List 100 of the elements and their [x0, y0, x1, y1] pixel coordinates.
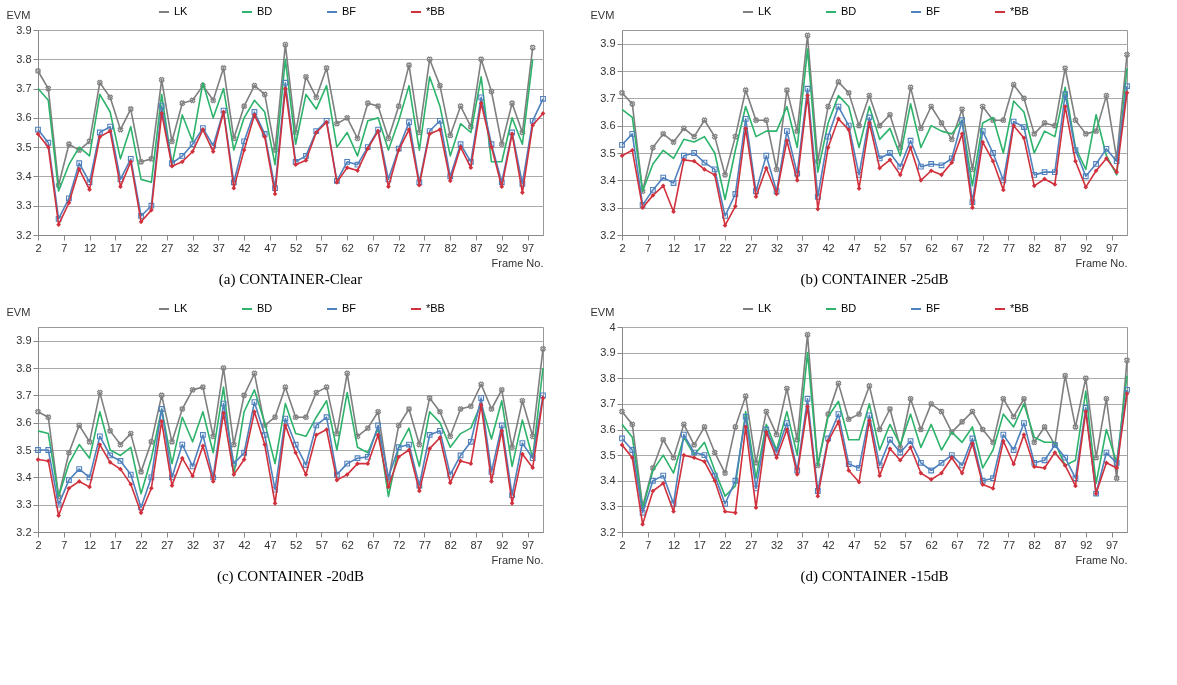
x-tick-label: 47: [264, 538, 277, 551]
legend-label: LK: [758, 302, 773, 314]
y-axis-title: EVM: [6, 8, 31, 21]
x-tick-label: 37: [212, 538, 225, 551]
legend-label: LK: [174, 5, 189, 17]
x-tick-label: 52: [874, 241, 887, 254]
x-tick-label: 37: [212, 241, 225, 254]
x-tick-label: 57: [899, 241, 913, 254]
x-tick-label: 97: [521, 241, 535, 254]
y-tick-label: 3.5: [600, 146, 616, 159]
y-tick-label: 3.7: [600, 397, 616, 410]
x-tick-label: 17: [109, 538, 122, 551]
x-tick-label: 87: [1054, 538, 1067, 551]
y-tick-label: 3.3: [16, 498, 32, 511]
y-tick-label: 4: [609, 320, 616, 333]
x-tick-label: 17: [693, 538, 706, 551]
y-tick-label: 3.5: [16, 140, 32, 153]
y-tick-label: 3.9: [16, 334, 32, 347]
x-tick-label: 92: [496, 241, 509, 254]
x-tick-label: 7: [61, 241, 68, 254]
x-tick-label: 77: [1002, 241, 1016, 254]
x-tick-label: 67: [951, 241, 964, 254]
y-tick-label: 3.4: [16, 169, 32, 182]
y-tick-label: 3.2: [16, 525, 32, 538]
x-tick-label: 87: [470, 538, 483, 551]
x-tick-label: 92: [1080, 241, 1093, 254]
x-tick-label: 72: [977, 241, 990, 254]
x-tick-label: 82: [444, 538, 457, 551]
x-tick-label: 82: [1028, 538, 1041, 551]
x-tick-label: 32: [770, 538, 784, 551]
x-tick-label: 22: [719, 538, 732, 551]
x-tick-label: 82: [1028, 241, 1041, 254]
x-tick-label: 97: [1105, 241, 1119, 254]
y-axis-title: EVM: [6, 305, 31, 318]
legend-label: *BB: [426, 302, 445, 314]
legend-label: BF: [926, 302, 941, 314]
legend-label: BF: [342, 302, 357, 314]
y-tick-label: 3.8: [16, 361, 32, 374]
legend-label: LK: [174, 302, 189, 314]
x-tick-label: 62: [341, 241, 354, 254]
x-tick-label: 72: [393, 241, 406, 254]
x-tick-label: 42: [238, 241, 251, 254]
y-tick-label: 3.3: [16, 199, 32, 212]
y-tick-label: 3.7: [16, 388, 32, 401]
x-tick-label: 52: [290, 241, 303, 254]
x-tick-label: 47: [848, 241, 861, 254]
x-tick-label: 67: [367, 241, 380, 254]
x-tick-label: 32: [186, 241, 200, 254]
x-tick-label: 82: [444, 241, 457, 254]
x-tick-label: 12: [83, 538, 97, 551]
x-tick-label: 67: [367, 538, 380, 551]
x-tick-label: 32: [770, 241, 784, 254]
x-tick-label: 92: [1080, 538, 1093, 551]
x-tick-label: 57: [315, 538, 329, 551]
x-tick-label: 22: [135, 538, 148, 551]
x-tick-label: 42: [822, 538, 835, 551]
legend-label: BD: [841, 302, 857, 314]
y-tick-label: 3.6: [16, 111, 32, 124]
x-tick-label: 57: [315, 241, 329, 254]
x-tick-label: 12: [667, 241, 681, 254]
y-tick-label: 3.3: [600, 201, 616, 214]
y-tick-label: 3.8: [16, 52, 32, 65]
y-tick-label: 3.6: [600, 119, 616, 132]
y-tick-label: 3.5: [16, 443, 32, 456]
x-tick-label: 17: [109, 241, 122, 254]
x-tick-label: 72: [393, 538, 406, 551]
x-tick-label: 97: [1105, 538, 1119, 551]
text: (a) CONTAINER-Clear: [218, 271, 363, 288]
y-tick-label: 3.9: [600, 37, 616, 50]
x-tick-label: 67: [951, 538, 964, 551]
legend-label: *BB: [426, 5, 445, 17]
y-tick-label: 3.3: [600, 499, 616, 512]
x-tick-label: 52: [290, 538, 303, 551]
x-tick-label: 57: [899, 538, 913, 551]
x-tick-label: 2: [619, 538, 626, 551]
x-tick-label: 22: [719, 241, 732, 254]
x-tick-label: 27: [161, 241, 174, 254]
x-tick-label: 87: [470, 241, 483, 254]
x-tick-label: 7: [645, 241, 652, 254]
x-tick-label: 62: [925, 241, 938, 254]
text: (c) CONTAINER -20dB: [216, 568, 365, 585]
x-tick-label: 12: [83, 241, 97, 254]
legend-label: *BB: [1010, 5, 1029, 17]
x-tick-label: 92: [496, 538, 509, 551]
x-tick-label: 62: [341, 538, 354, 551]
x-tick-label: 72: [977, 538, 990, 551]
y-tick-label: 3.8: [600, 371, 616, 384]
x-axis-title: Frame No.: [1075, 256, 1128, 269]
x-tick-label: 77: [418, 241, 432, 254]
legend-label: BF: [342, 5, 357, 17]
x-tick-label: 87: [1054, 241, 1067, 254]
y-tick-label: 3.7: [16, 82, 32, 95]
legend-label: *BB: [1010, 302, 1029, 314]
legend-label: BF: [926, 5, 941, 17]
y-tick-label: 3.6: [600, 423, 616, 435]
legend-label: BD: [257, 302, 273, 314]
y-tick-label: 3.9: [600, 346, 616, 359]
x-axis-title: Frame No.: [491, 256, 544, 269]
y-axis-title: EVM: [590, 305, 615, 318]
legend-label: BD: [841, 5, 857, 17]
